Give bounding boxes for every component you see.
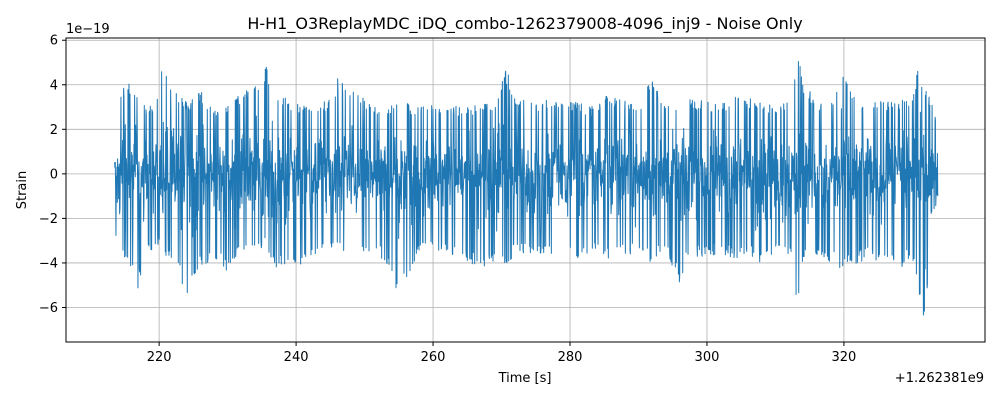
chart-title: H-H1_O3ReplayMDC_iDQ_combo-1262379008-40…: [247, 14, 802, 34]
y-tick-label: −4: [39, 256, 58, 271]
y-tick-label: 2: [50, 123, 58, 138]
x-axis-offset-label: +1.262381e9: [895, 371, 984, 386]
x-tick-label: 260: [421, 350, 446, 365]
y-axis-label: Strain: [15, 171, 30, 210]
plot-frame: [65, 37, 986, 343]
y-tick-label: 4: [50, 78, 58, 93]
strain-series-line: [114, 60, 939, 316]
y-axis-scale-label: 1e−19: [66, 22, 110, 37]
x-tick-label: 220: [147, 350, 172, 365]
x-axis-ticks: 220 240 260 280 300 320: [147, 342, 857, 365]
y-tick-label: −2: [39, 212, 58, 227]
x-tick-label: 240: [284, 350, 309, 365]
y-tick-label: 6: [50, 34, 58, 49]
x-tick-label: 320: [832, 350, 857, 365]
y-tick-label: 0: [50, 167, 58, 182]
signal-trace: [114, 60, 939, 316]
x-tick-label: 300: [695, 350, 720, 365]
y-axis-ticks: −6 −4 −2 0 2 4 6: [39, 34, 66, 316]
x-axis-label: Time [s]: [498, 371, 552, 386]
y-tick-label: −6: [39, 301, 58, 316]
x-tick-label: 280: [558, 350, 583, 365]
